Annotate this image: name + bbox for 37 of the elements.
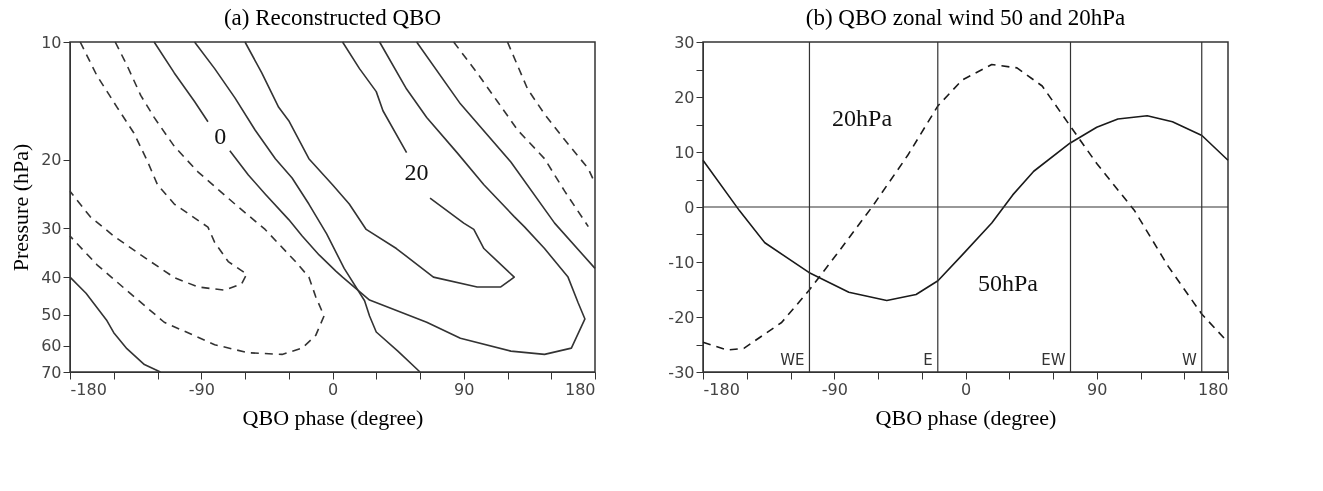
x-tick-label: 0	[327, 379, 339, 399]
annotation: 20hPa	[832, 104, 893, 131]
y-tick-label: 30	[674, 32, 695, 52]
x-tick-label: 180	[564, 379, 596, 399]
annotation: 0	[214, 123, 227, 150]
annotation: 50hPa	[978, 269, 1039, 296]
x-tick-label: 90	[454, 379, 475, 399]
x-tick-label: 180	[1197, 379, 1229, 399]
y-tick-label: 20	[41, 150, 62, 170]
x-axis-title: QBO phase (degree)	[875, 404, 1057, 430]
y-tick-label: 10	[41, 32, 62, 52]
ref-line-label: EW	[1041, 351, 1066, 369]
annotation: 20	[404, 159, 429, 186]
x-tick-label: 90	[1087, 379, 1108, 399]
x-tick-label: -180	[70, 379, 107, 399]
y-tick-label: 60	[41, 336, 62, 356]
y-tick-label: 20	[674, 87, 695, 107]
ref-line-label: W	[1181, 351, 1197, 369]
x-tick-label: -180	[703, 379, 740, 399]
x-tick-label: -90	[821, 379, 848, 399]
y-tick-label: 40	[41, 267, 62, 287]
x-tick-label: -90	[188, 379, 215, 399]
y-tick-label: 30	[41, 218, 62, 238]
chart-title: (a) Reconstructed QBO	[223, 5, 442, 30]
chart-title: (b) QBO zonal wind 50 and 20hPa	[805, 5, 1126, 30]
ref-line-label: WE	[780, 351, 805, 369]
y-axis-title: Pressure (hPa)	[8, 143, 34, 272]
y-tick-label: -30	[668, 362, 695, 382]
y-tick-label: 0	[684, 197, 695, 217]
y-tick-label: 50	[41, 305, 62, 325]
y-tick-label: -20	[668, 307, 695, 327]
x-tick-label: 0	[960, 379, 972, 399]
y-tick-label: 70	[41, 362, 62, 382]
x-axis-title: QBO phase (degree)	[242, 404, 424, 430]
ref-line-label: E	[923, 351, 933, 369]
y-tick-label: 10	[674, 142, 695, 162]
y-tick-label: -10	[668, 252, 695, 272]
